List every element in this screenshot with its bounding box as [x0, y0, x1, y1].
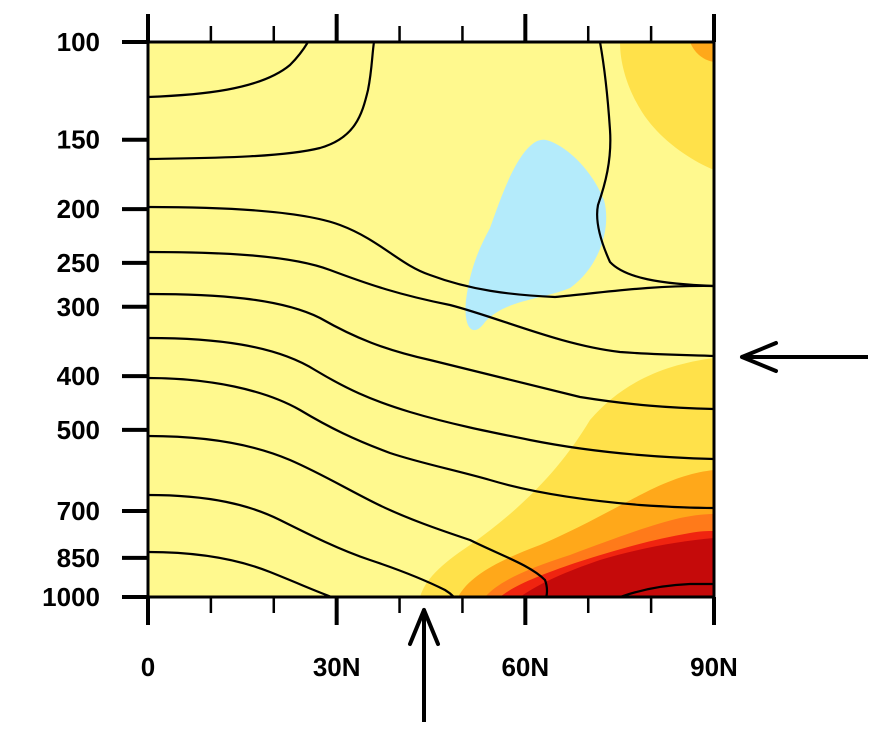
y-tick-label: 850: [57, 543, 100, 573]
y-tick-label: 1000: [42, 582, 100, 612]
shading-upper-right-orange: [620, 42, 714, 170]
contour-line: [148, 42, 376, 161]
plot-frame: [146, 40, 716, 599]
contour-line: [148, 205, 714, 299]
y-tick-label: 400: [57, 361, 100, 391]
contour-line: [148, 250, 714, 358]
y-tick-label: 250: [57, 248, 100, 278]
arrow-left-marker: [740, 341, 868, 373]
shading-upper-right-darkorange: [690, 42, 714, 62]
y-tick-label: 150: [57, 125, 100, 155]
shading-light-blue-region: [465, 139, 607, 331]
y-axis: 100 150 200 250 300 400 500 700 850 1000: [42, 27, 148, 612]
x-tick-label: 90N: [690, 652, 738, 682]
shading-lower-right-dark-red: [520, 538, 714, 597]
contour-line: [596, 42, 714, 288]
y-tick-label: 200: [57, 194, 100, 224]
contour-line: [148, 493, 455, 597]
x-tick-label: 0: [141, 652, 155, 682]
contour-line: [148, 434, 549, 597]
x-tick-label: 30N: [313, 652, 361, 682]
contour-line: [148, 42, 309, 99]
contour-line: [148, 292, 714, 411]
shaded-field: [148, 42, 714, 597]
y-tick-label: 500: [57, 415, 100, 445]
contour-lines: [148, 42, 714, 597]
y-tick-label: 100: [57, 27, 100, 57]
contour-line: [148, 376, 714, 510]
arrow-up-marker: [408, 608, 440, 722]
y-tick-label: 700: [57, 496, 100, 526]
contour-line: [148, 550, 333, 597]
contour-line: [148, 336, 714, 461]
x-axis: 0 30N 60N 90N: [141, 14, 738, 682]
x-tick-label: 60N: [501, 652, 549, 682]
contour-line: [619, 582, 714, 597]
y-tick-label: 300: [57, 292, 100, 322]
